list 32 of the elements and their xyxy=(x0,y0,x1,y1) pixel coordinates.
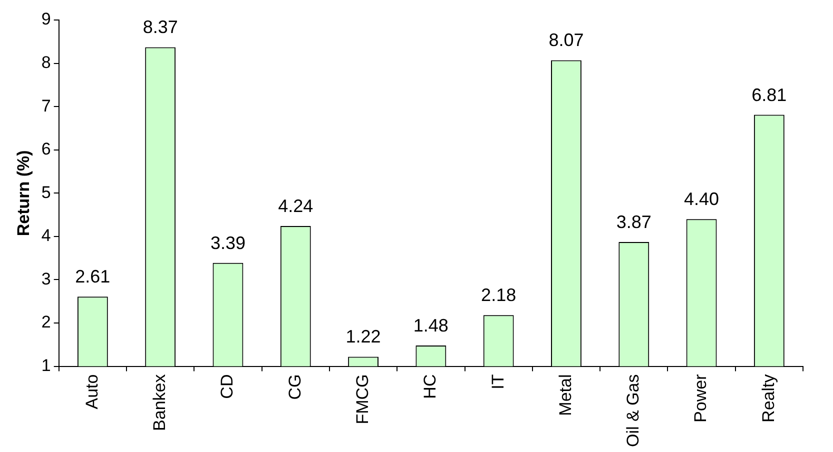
x-tick-label: Power xyxy=(691,374,710,422)
data-label: 4.40 xyxy=(684,189,720,210)
data-label: 8.37 xyxy=(142,17,178,38)
y-tick-label: 8 xyxy=(41,52,51,72)
y-axis-title: Return (%) xyxy=(14,150,33,236)
data-label: 2.18 xyxy=(481,285,516,306)
x-tick-label: Oil & Gas xyxy=(624,374,643,448)
x-tick-label: Metal xyxy=(556,374,575,416)
x-tick-label: Auto xyxy=(82,374,102,410)
x-tick-label: Realty xyxy=(758,374,778,422)
data-label: 6.81 xyxy=(752,84,787,105)
data-label: 8.07 xyxy=(548,30,584,50)
data-label: 3.39 xyxy=(210,232,246,253)
y-tick-label: 1 xyxy=(41,356,51,375)
y-tick-label: 9 xyxy=(41,10,51,29)
y-tick-label: 5 xyxy=(41,182,51,202)
x-tick-label: HC xyxy=(420,374,440,399)
x-tick-label: CG xyxy=(285,374,304,400)
y-tick-label: 4 xyxy=(41,226,51,246)
data-label: 1.22 xyxy=(346,326,381,347)
data-label: 2.61 xyxy=(75,266,110,287)
x-tick-label: FMCG xyxy=(352,374,372,424)
data-label: 1.48 xyxy=(413,315,448,336)
y-tick-label: 2 xyxy=(41,312,51,332)
data-label: 4.24 xyxy=(278,196,314,216)
x-tick-label: Bankex xyxy=(150,374,170,431)
y-tick-label: 6 xyxy=(41,140,51,159)
x-tick-label: CD xyxy=(218,374,237,399)
y-tick-label: 7 xyxy=(41,96,51,116)
y-tick-label: 3 xyxy=(41,269,51,288)
x-tick-label: IT xyxy=(488,374,508,390)
data-label: 3.87 xyxy=(616,212,652,232)
